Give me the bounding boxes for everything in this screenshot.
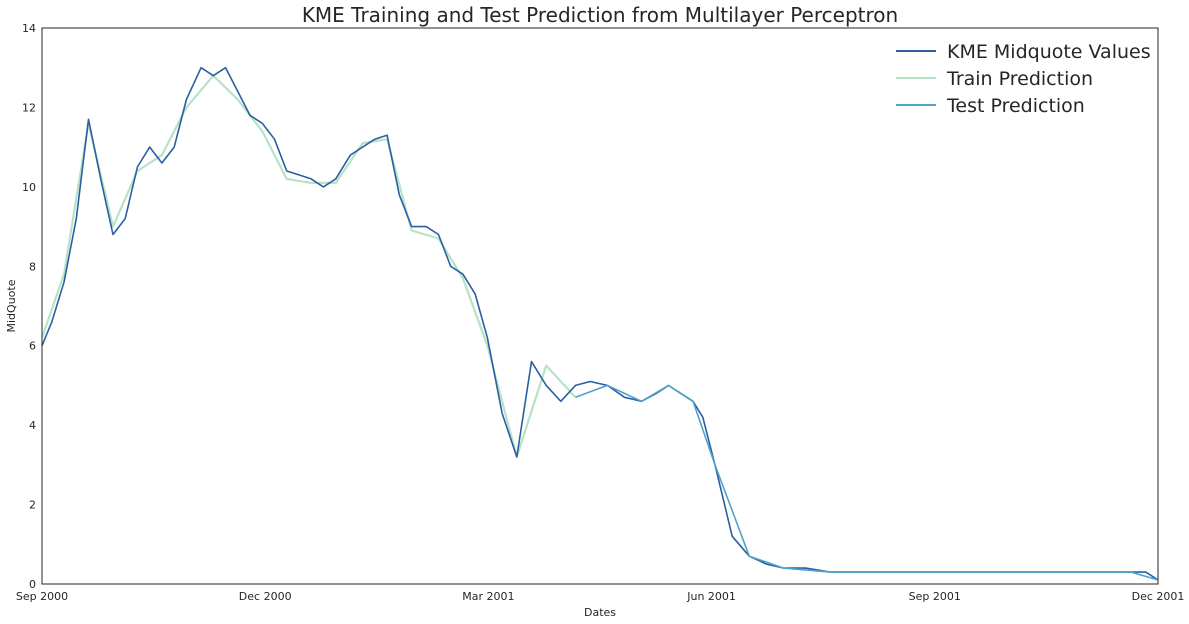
legend-label: Train Prediction <box>946 68 1093 90</box>
y-tick-label: 4 <box>29 419 36 432</box>
y-tick-label: 12 <box>22 101 36 114</box>
y-tick-label: 2 <box>29 499 36 512</box>
x-tick-label: Mar 2001 <box>462 590 514 603</box>
axes: 0 2 4 6 8 10 12 14 Sep 2000 Dec 2000 Mar 2001 Jun 2… <box>16 22 1185 603</box>
x-tick-label: Dec 2000 <box>239 590 292 603</box>
plot-area <box>40 66 1159 581</box>
y-tick-label: 0 <box>29 578 36 591</box>
legend-label: Test Prediction <box>946 95 1085 117</box>
series-line-3 <box>575 384 1159 581</box>
x-tick-label: Sep 2001 <box>909 590 961 603</box>
x-axis-title: Dates <box>584 606 616 619</box>
plot-frame <box>41 27 1159 585</box>
series-line-2 <box>40 74 577 458</box>
x-tick-label: Dec 2001 <box>1132 590 1185 603</box>
x-tick-label: Sep 2000 <box>16 590 68 603</box>
x-tick-label: Jun 2001 <box>686 590 736 603</box>
legend-label: KME Midquote Values <box>947 41 1151 63</box>
y-axis-title: MidQuote <box>5 279 18 332</box>
y-tick-label: 10 <box>22 181 36 194</box>
legend: KME Midquote Values Train Prediction Test … <box>896 41 1151 117</box>
y-tick-label: 6 <box>29 340 36 353</box>
y-tick-label: 14 <box>22 22 36 35</box>
y-tick-label: 8 <box>29 260 36 273</box>
series-line-1 <box>41 66 1159 581</box>
chart-title: KME Training and Test Prediction from Mu… <box>302 3 898 27</box>
